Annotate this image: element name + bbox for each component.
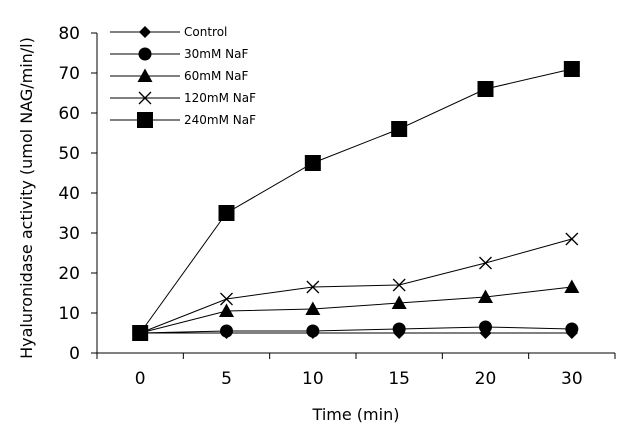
data-point-triangle [478, 289, 493, 303]
series-line-square [139, 68, 572, 334]
legend-marker-circle [138, 47, 152, 61]
series-line-triangle [140, 286, 572, 334]
data-point-triangle [219, 303, 234, 317]
x-tick-label: 10 [302, 369, 324, 389]
y-tick-label: 70 [58, 64, 80, 84]
x-tick-label: 15 [388, 369, 410, 389]
legend-item: 120mM NaF [110, 91, 256, 105]
data-point-square [391, 121, 408, 137]
y-tick-label: 20 [58, 264, 80, 284]
data-point-triangle [564, 279, 580, 293]
data-point-square [304, 155, 321, 171]
y-axis-title: Hyaluronidase activity (umol NAG/min/l) [17, 37, 36, 359]
data-point-circle [479, 320, 492, 334]
y-tick-label: 10 [58, 304, 80, 324]
y-tick-label: 80 [58, 24, 80, 44]
legend-item: Control [110, 25, 227, 39]
y-tick-label: 0 [69, 344, 80, 364]
legend: Control 30mM NaF 60mM NaF 120mM NaF 240mM Na… [110, 25, 256, 128]
legend-item: 60mM NaF [110, 68, 248, 83]
series-lines [139, 68, 572, 334]
series-line-x [139, 238, 572, 334]
data-point-x [479, 256, 492, 270]
data-point-triangle [391, 295, 407, 309]
x-tick-label: 20 [475, 369, 497, 389]
x-tick-label: 0 [135, 369, 146, 389]
y-tick-label: 30 [58, 224, 80, 244]
data-point-triangle [305, 301, 321, 315]
x-ticks: 0 5 10 15 20 30 [96, 353, 616, 389]
legend-marker-diamond [139, 26, 151, 38]
legend-item: 30mM NaF [110, 47, 248, 61]
legend-label: 60mM NaF [184, 69, 248, 83]
data-point-square [477, 81, 494, 97]
legend-marker-square [137, 112, 153, 128]
data-point-circle [392, 322, 406, 336]
axes [96, 33, 615, 354]
data-point-circle [220, 324, 233, 338]
series-line-circle [140, 326, 572, 334]
data-point-square [218, 205, 235, 221]
series-markers [132, 61, 580, 341]
y-ticks: 0 10 20 30 40 50 60 70 80 [58, 24, 97, 364]
legend-label: 30mM NaF [184, 47, 248, 61]
legend-label: 240mM NaF [184, 113, 256, 127]
legend-item: 240mM NaF [110, 112, 256, 128]
data-point-square [563, 61, 580, 77]
y-tick-label: 60 [58, 104, 80, 124]
legend-marker-x [138, 91, 152, 105]
legend-marker-triangle [137, 68, 153, 82]
x-tick-label: 30 [561, 369, 583, 389]
data-point-square [132, 325, 149, 341]
data-point-x [565, 232, 579, 246]
data-point-x [392, 278, 406, 292]
data-point-x [220, 292, 233, 306]
x-axis-title: Time (min) [312, 405, 400, 424]
legend-label: Control [184, 25, 227, 39]
legend-label: 120mM NaF [184, 91, 256, 105]
data-point-circle [306, 324, 320, 338]
y-tick-label: 50 [58, 144, 80, 164]
data-point-x [306, 280, 320, 294]
data-point-circle [565, 322, 579, 336]
y-tick-label: 40 [58, 184, 80, 204]
x-tick-label: 5 [221, 369, 232, 389]
